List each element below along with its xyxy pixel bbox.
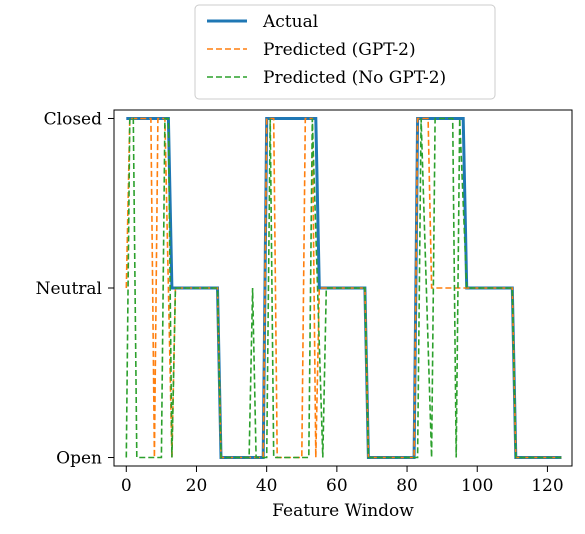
legend-label-1: Predicted (GPT-2) — [263, 40, 416, 60]
x-axis: 0 20 40 60 80 100 120 — [121, 466, 564, 496]
legend-label-2: Predicted (No GPT-2) — [263, 68, 446, 88]
y-tick-label-0: Open — [56, 449, 102, 469]
x-axis-title: Feature Window — [272, 501, 414, 521]
y-axis: Open Neutral Closed — [36, 109, 114, 469]
x-tick-label-3: 60 — [326, 476, 348, 496]
plot-lines — [125, 117, 562, 459]
y-tick-label-2: Closed — [44, 109, 102, 129]
x-tick-label-1: 20 — [186, 476, 208, 496]
x-tick-label-0: 0 — [121, 476, 132, 496]
legend-box — [194, 4, 496, 100]
legend-label-0: Actual — [262, 12, 318, 32]
x-tick-label-5: 100 — [461, 476, 493, 496]
x-tick-label-2: 40 — [256, 476, 278, 496]
x-tick-label-6: 120 — [531, 476, 563, 496]
x-tick-label-4: 80 — [396, 476, 418, 496]
y-tick-label-1: Neutral — [36, 279, 102, 299]
series-line-1 — [125, 117, 562, 459]
legend: Actual Predicted (GPT-2) Predicted (No GPT… — [194, 4, 496, 100]
series-line-2 — [125, 117, 562, 459]
